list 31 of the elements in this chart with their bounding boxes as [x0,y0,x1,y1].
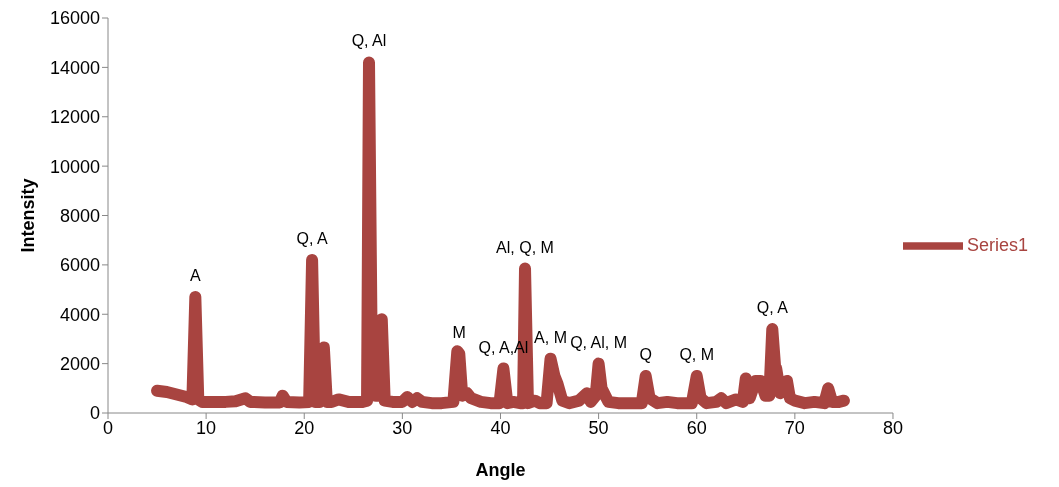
annotation: Q, A [756,299,789,317]
x-tick-label: 50 [588,417,609,438]
x-tick-label: 40 [490,417,511,438]
x-tick-label: 30 [392,417,413,438]
y-tick-label: 0 [89,403,100,424]
annotation: Q, M [679,345,715,363]
annotation: Q, Al, M [570,333,628,351]
y-tick-label: 8000 [59,205,100,226]
x-tick-label: 0 [102,417,114,438]
annotation: M [452,323,466,341]
annotation: Q, Al [351,32,387,50]
annotation: Q, A [296,229,328,247]
y-axis-title: Intensity [18,178,39,253]
y-tick-label: 16000 [49,8,100,29]
y-tick-label: 10000 [49,156,100,177]
y-tick-label: 2000 [59,354,100,375]
annotation: A, M [534,328,567,346]
y-tick-label: 12000 [49,107,100,128]
y-tick-label: 6000 [59,255,100,276]
annotation: Q [639,345,652,363]
x-tick-label: 80 [882,417,903,438]
x-tick-label: 20 [294,417,315,438]
annotation: A [189,266,201,284]
x-axis-title: Angle [475,459,526,480]
y-tick-label: 4000 [59,304,100,325]
legend-label: Series1 [966,234,1028,255]
x-tick-label: 70 [784,417,805,438]
y-tick-label: 14000 [49,57,100,78]
x-tick-label: 60 [686,417,707,438]
x-tick-label: 10 [196,417,217,438]
annotation: Al, Q, M [496,238,554,256]
